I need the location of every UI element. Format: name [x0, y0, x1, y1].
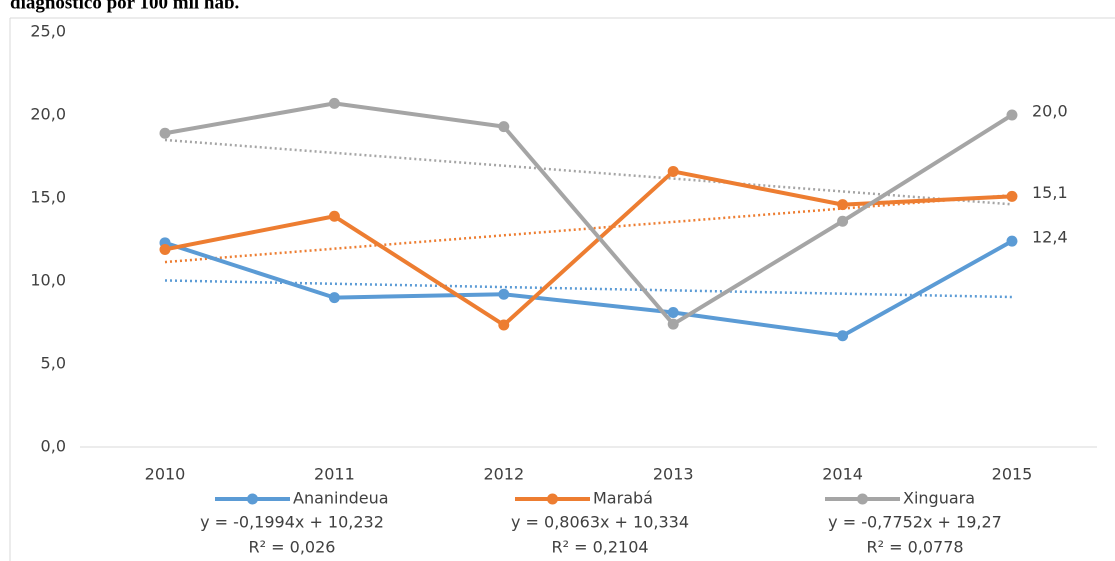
trend-r2: R² = 0,2104 [551, 538, 648, 557]
marker [1006, 190, 1018, 202]
trend-r2: R² = 0,0778 [866, 538, 963, 557]
trendline [164, 193, 1013, 264]
trend-equation: y = 0,8063x + 10,334 [511, 513, 689, 532]
x-tick-label: 2013 [653, 465, 694, 484]
trend-equation: y = -0,1994x + 10,232 [200, 513, 384, 532]
legend-label: Ananindeua [293, 489, 389, 508]
legend-marker [857, 493, 868, 505]
legend-label: Marabá [593, 489, 653, 508]
marker [1006, 109, 1018, 121]
series-line [164, 239, 1013, 338]
marker [667, 307, 679, 319]
marker [667, 165, 679, 177]
marker [837, 215, 849, 227]
marker [498, 288, 510, 300]
marker [328, 210, 340, 222]
marker [667, 318, 679, 330]
marker [1006, 235, 1018, 247]
marker [498, 121, 510, 133]
marker [498, 319, 510, 331]
trend-equation: y = -0,7752x + 19,27 [828, 513, 1002, 532]
legend-marker [247, 493, 258, 505]
trendline [164, 279, 1013, 299]
marker [328, 292, 340, 304]
data-label: 15,1 [1032, 183, 1068, 202]
legend-marker [547, 493, 558, 505]
x-tick-label: 2010 [145, 465, 186, 484]
marker [837, 199, 849, 211]
data-label: 12,4 [1032, 228, 1068, 247]
x-tick-label: 2015 [992, 465, 1033, 484]
data-label: 20,0 [1032, 102, 1068, 121]
trendline [164, 138, 1013, 206]
y-tick-label: 15,0 [30, 188, 66, 207]
y-tick-label: 5,0 [41, 354, 66, 373]
y-tick-label: 10,0 [30, 271, 66, 290]
chart-title: diagnóstico por 100 mil hab. [10, 0, 239, 13]
x-tick-label: 2011 [314, 465, 355, 484]
trend-r2: R² = 0,026 [249, 538, 336, 557]
marker [837, 330, 849, 342]
series-line [164, 101, 1014, 327]
y-tick-label: 25,0 [30, 22, 66, 41]
marker [328, 97, 340, 109]
y-tick-label: 20,0 [30, 105, 66, 124]
marker [159, 243, 171, 255]
marker [159, 127, 171, 139]
x-tick-label: 2012 [483, 465, 524, 484]
legend-label: Xinguara [903, 489, 975, 508]
y-tick-label: 0,0 [41, 437, 66, 456]
x-tick-label: 2014 [822, 465, 863, 484]
